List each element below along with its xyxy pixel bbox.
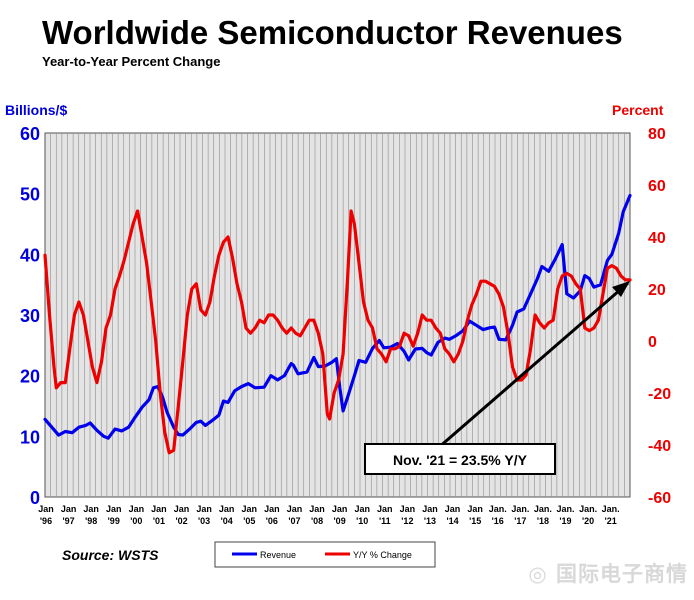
x-tick-label-year: '96 [40,516,52,526]
x-tick-label-month: Jan [38,504,54,514]
x-tick-label-month: Jan [377,504,393,514]
x-tick-label-year: '19 [559,516,571,526]
right-axis-ticks: -60 -40 -20 0 20 40 60 80 [648,126,671,507]
x-tick-label-year: '11 [379,516,391,526]
x-tick-label-month: Jan [309,504,325,514]
right-tick-label: 40 [648,230,666,247]
watermark-logo: ◎ 国际电子商情 [528,562,688,586]
left-tick-label: 50 [20,185,40,205]
left-axis-label: Billions/$ [5,102,67,118]
x-tick-label-year: '21 [605,516,617,526]
right-tick-label: -20 [648,386,671,403]
x-tick-label-month: Jan. [602,504,620,514]
chart-title: Worldwide Semiconductor Revenues [42,14,623,51]
x-tick-label-month: Jan [400,504,416,514]
x-tick-label-year: '18 [537,516,549,526]
x-axis-ticks: Jan '96 Jan '97 Jan '98 Jan '99 Jan '00 Jan '01 Jan '… [38,504,619,526]
x-tick-label-year: '05 [243,516,255,526]
x-tick-label-month: Jan [467,504,483,514]
x-tick-label-month: Jan. [489,504,507,514]
x-tick-label-month: Jan. [534,504,552,514]
x-tick-label-month: Jan [354,504,370,514]
series-line-yoy-change [43,209,632,455]
x-tick-label-year: '00 [130,516,142,526]
x-tick-label-year: '10 [356,516,368,526]
x-tick-label-month: Jan [174,504,190,514]
annotation-text: Nov. '21 = 23.5% Y/Y [393,452,528,468]
x-tick-label-month: Jan. [556,504,574,514]
right-tick-label: -60 [648,490,671,507]
right-tick-label: 0 [648,334,657,351]
x-tick-label-year: '02 [175,516,187,526]
right-tick-label: 20 [648,282,666,299]
x-tick-label-month: Jan [287,504,303,514]
left-axis-ticks: 0 10 20 30 40 50 60 [20,124,40,508]
x-tick-label-year: '09 [334,516,346,526]
x-tick-label-month: Jan [332,504,348,514]
x-tick-label-year: '01 [153,516,165,526]
left-tick-label: 40 [20,245,40,265]
x-tick-label-year: '97 [63,516,75,526]
left-tick-label: 20 [20,367,40,387]
x-tick-label-year: '14 [446,516,458,526]
x-tick-label-year: '13 [424,516,436,526]
right-axis-label: Percent [612,102,664,118]
x-tick-label-year: '04 [221,516,233,526]
legend-label-revenue: Revenue [260,550,296,560]
right-tick-label: 60 [648,178,666,195]
x-tick-label-month: Jan. [511,504,529,514]
x-tick-label-month: Jan [61,504,77,514]
x-tick-label-month: Jan [445,504,461,514]
left-tick-label: 10 [20,427,40,447]
legend-label-yoy: Y/Y % Change [353,550,412,560]
x-tick-label-year: '03 [198,516,210,526]
x-tick-label-month: Jan [422,504,438,514]
x-tick-label-year: '16 [492,516,504,526]
x-tick-label-month: Jan [242,504,258,514]
x-tick-label-month: Jan [83,504,99,514]
series-group [43,193,632,455]
x-tick-label-month: Jan [106,504,122,514]
x-tick-label-year: '08 [311,516,323,526]
source-label: Source: WSTS [62,547,159,563]
x-tick-label-year: '98 [85,516,97,526]
chart-subtitle: Year-to-Year Percent Change [42,54,220,69]
right-tick-label: -40 [648,438,671,455]
x-tick-label-month: Jan [264,504,280,514]
x-tick-label-year: '12 [401,516,413,526]
x-tick-label-year: '06 [266,516,278,526]
series-line-revenue [43,193,632,440]
x-tick-label-month: Jan. [579,504,597,514]
annotation-arrow-line [437,281,629,450]
left-tick-label: 30 [20,306,40,326]
left-tick-label: 60 [20,124,40,144]
x-tick-label-year: '07 [288,516,300,526]
x-tick-label-month: Jan [219,504,235,514]
x-tick-label-year: '15 [469,516,481,526]
x-tick-label-month: Jan [151,504,167,514]
right-tick-label: 80 [648,126,666,143]
left-tick-label: 0 [30,488,40,508]
x-tick-label-year: '99 [108,516,120,526]
x-tick-label-year: '20 [582,516,594,526]
x-tick-label-month: Jan [196,504,212,514]
annotation-arrow-head [612,281,630,297]
annotation-box [364,443,556,475]
x-tick-label-month: Jan [129,504,145,514]
x-tick-label-year: '17 [514,516,526,526]
